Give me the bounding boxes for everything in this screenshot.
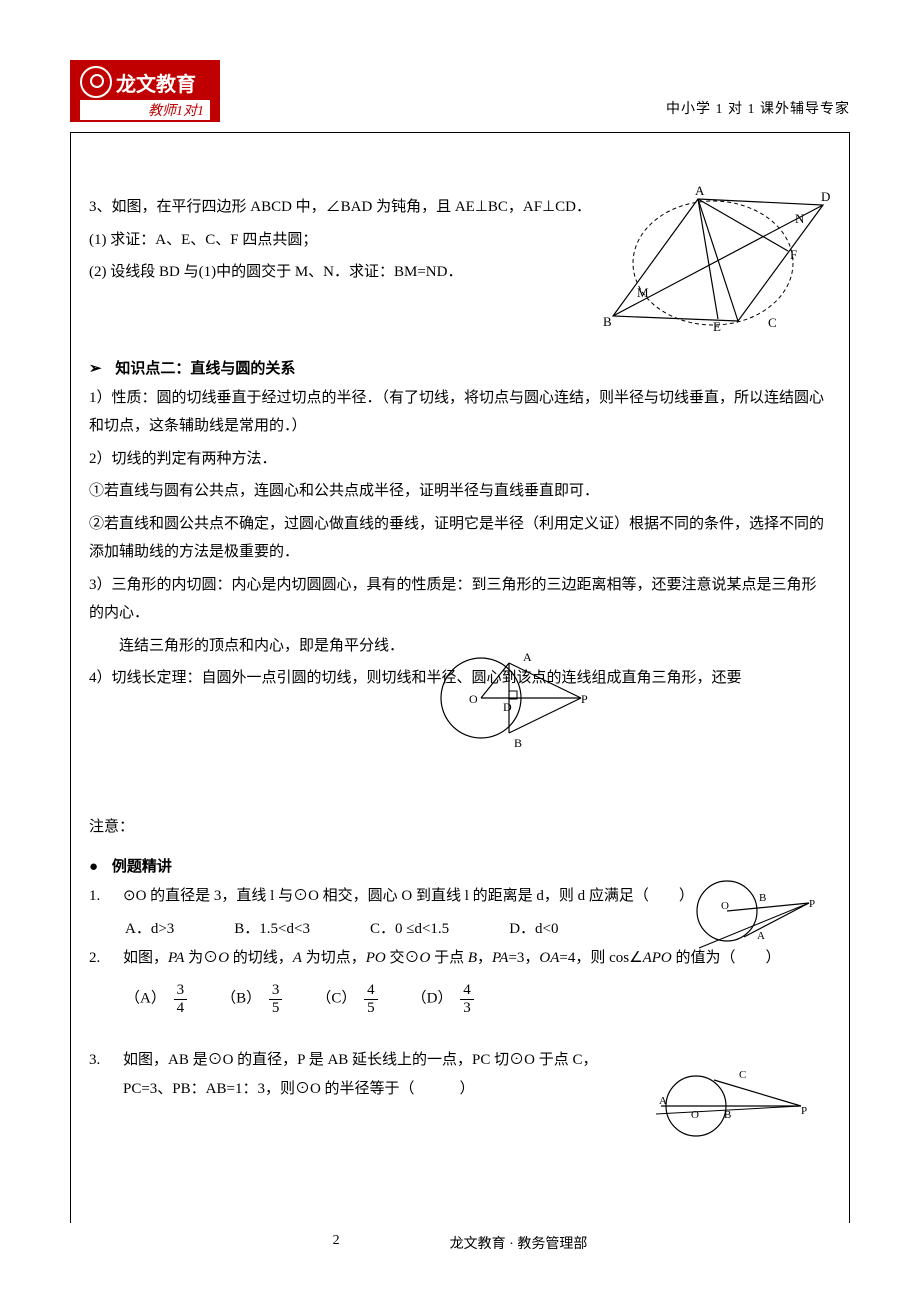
content-frame: A B C D E F M N 3、如图，在平行四边形 ABCD 中，∠BAD … xyxy=(70,132,850,1223)
kp2-p5: 3）三角形的内切圆：内心是内切圆圆心，具有的性质是：到三角形的三边距离相等，还要… xyxy=(89,571,831,628)
q2-A: A xyxy=(757,930,765,942)
q3-O: O xyxy=(691,1109,699,1121)
label-E: E xyxy=(713,319,721,331)
lbl-A: A xyxy=(523,650,532,664)
ex2-optA: （A） 34 xyxy=(125,982,191,1016)
lbl-D: D xyxy=(503,700,512,714)
ex1-num: 1. xyxy=(89,882,123,911)
lbl-P: P xyxy=(581,692,588,706)
ex3-num: 3. xyxy=(89,1046,123,1103)
figure-tangent-circle: O D P A B xyxy=(431,643,601,753)
ex1-optB: B．1.5<d<3 xyxy=(234,917,310,938)
logo-title: 龙文教育 xyxy=(116,68,196,97)
ex2-optB: （B） 35 xyxy=(221,982,286,1016)
figure-parallelogram: A B C D E F M N xyxy=(593,181,833,331)
lbl-B: B xyxy=(514,736,522,750)
label-D: D xyxy=(821,189,830,204)
examples-heading-text: 例题精讲 xyxy=(112,859,172,875)
label-C: C xyxy=(768,315,777,330)
q3-B: B xyxy=(724,1109,731,1121)
label-M: M xyxy=(637,285,649,300)
figure-ex3: A O B C P xyxy=(651,1058,811,1138)
header-tagline: 中小学 1 对 1 课外辅导专家 xyxy=(666,98,850,122)
label-A: A xyxy=(695,183,705,198)
lbl-O: O xyxy=(469,692,478,706)
logo-icon xyxy=(80,66,112,98)
q3-C: C xyxy=(739,1069,746,1081)
footer-dept: 龙文教育 · 教务管理部 xyxy=(450,1233,588,1253)
label-B: B xyxy=(603,314,612,329)
kp2-heading: 知识点二：直线与圆的关系 xyxy=(89,357,831,378)
page-header: 龙文教育 教师1对1 中小学 1 对 1 课外辅导专家 xyxy=(70,60,850,122)
q2-B: B xyxy=(759,892,766,904)
kp2-heading-text: 知识点二：直线与圆的关系 xyxy=(115,361,295,377)
brand-logo: 龙文教育 教师1对1 xyxy=(70,60,220,122)
ex1-optD: D．d<0 xyxy=(509,917,558,938)
kp2-p2: 2）切线的判定有两种方法． xyxy=(89,445,831,474)
page-number: 2 xyxy=(333,1233,340,1253)
figure-ex2: O B A P xyxy=(689,873,819,953)
ex1-optC: C．0 ≤d<1.5 xyxy=(370,917,449,938)
page: 龙文教育 教师1对1 中小学 1 对 1 课外辅导专家 A B C D E F … xyxy=(0,0,920,1293)
ex2-optD: （D） 43 xyxy=(412,982,478,1016)
kp2-p4: ②若直线和圆公共点不确定，过圆心做直线的垂线，证明它是半径（利用定义证）根据不同… xyxy=(89,510,831,567)
kp2-p3: ①若直线与圆有公共点，连圆心和公共点成半径，证明半径与直线垂直即可． xyxy=(89,477,831,506)
ex2-options: （A） 34 （B） 35 （C） 45 （D） 43 xyxy=(125,982,831,1016)
kp2-p1: 1）性质：圆的切线垂直于经过切点的半径．（有了切线，将切点与圆心连结，则半径与切… xyxy=(89,384,831,441)
q3-P: P xyxy=(801,1105,807,1117)
logo-top-row: 龙文教育 xyxy=(80,66,210,98)
ex2-num: 2. xyxy=(89,944,123,973)
q3-A: A xyxy=(659,1095,667,1107)
note-label: 注意： xyxy=(89,813,831,842)
logo-subtitle: 教师1对1 xyxy=(80,100,210,120)
q2-O: O xyxy=(721,900,729,912)
label-F: F xyxy=(790,247,797,262)
page-footer: 2 龙文教育 · 教务管理部 xyxy=(70,1233,850,1253)
ex2-optC: （C） 45 xyxy=(316,982,381,1016)
ex1-optA: A．d>3 xyxy=(125,917,174,938)
q2-P: P xyxy=(809,898,815,910)
label-N: N xyxy=(795,211,805,226)
